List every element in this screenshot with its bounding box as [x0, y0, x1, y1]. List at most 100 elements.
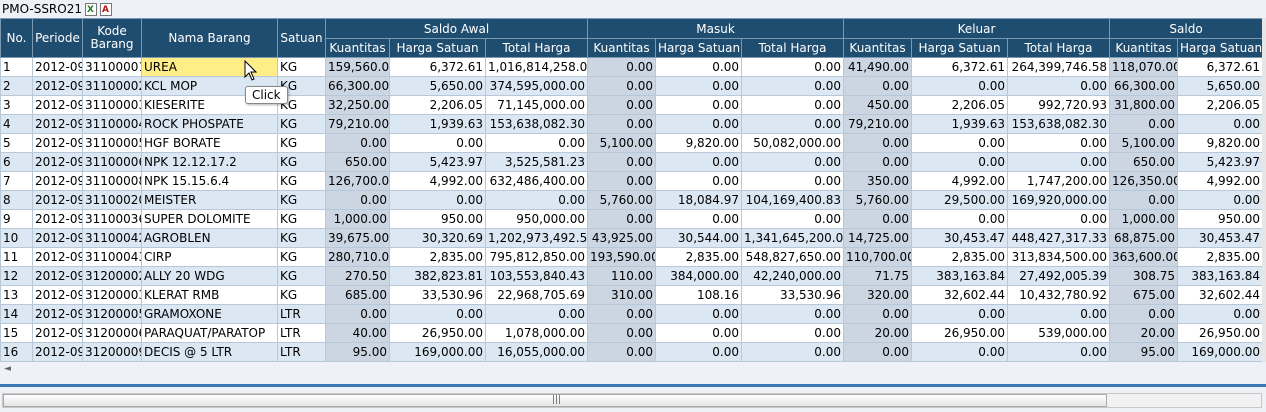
col-header-periode[interactable]: Periode [32, 18, 83, 58]
cell-periode[interactable]: 2012-09 [32, 114, 83, 134]
cell-nama-barang[interactable]: KCL MOP [141, 76, 278, 96]
cell-keluar-total-harga[interactable]: 0.00 [1007, 342, 1111, 362]
cell-saldo-kuantitas[interactable]: 363,600.00 [1109, 247, 1179, 267]
cell-keluar-harga-satuan[interactable]: 26,950.00 [911, 323, 1009, 343]
cell-nama-barang[interactable]: CIRP [141, 247, 278, 267]
cell-saldo-harga-satuan[interactable]: 2,206.05 [1177, 95, 1262, 115]
cell-keluar-harga-satuan[interactable]: 2,206.05 [911, 95, 1009, 115]
cell-kode-barang[interactable]: 31100002 [82, 76, 142, 96]
cell-periode[interactable]: 2012-09 [32, 95, 83, 115]
col-header-total-harga[interactable]: Total Harga [1007, 38, 1111, 58]
cell-keluar-total-harga[interactable]: 153,638,082.30 [1007, 114, 1111, 134]
cell-saldo-awal-harga-satuan[interactable]: 5,423.97 [389, 152, 486, 172]
cell-masuk-kuantitas[interactable]: 0.00 [587, 57, 656, 77]
cell-masuk-total-harga[interactable]: 1,341,645,200.00 [740, 228, 845, 248]
table-row[interactable]: 9 2012-09 31100036 SUPER DOLOMITE KG 1,000.00… [0, 209, 1262, 229]
cell-keluar-total-harga[interactable]: 169,920,000.00 [1007, 190, 1111, 210]
cell-keluar-harga-satuan[interactable]: 0.00 [911, 152, 1009, 172]
col-header-satuan[interactable]: Satuan [277, 18, 326, 58]
cell-kode-barang[interactable]: 31100004 [82, 114, 142, 134]
vertical-scrollbar[interactable] [1262, 18, 1266, 362]
cell-masuk-total-harga[interactable]: 548,827,650.00 [740, 247, 845, 267]
cell-saldo-awal-kuantitas[interactable]: 0.00 [325, 190, 390, 210]
cell-saldo-kuantitas[interactable]: 68,875.00 [1109, 228, 1179, 248]
cell-no[interactable]: 8 [0, 190, 33, 210]
cell-saldo-awal-harga-satuan[interactable]: 2,206.05 [389, 95, 486, 115]
cell-masuk-total-harga[interactable]: 0.00 [740, 304, 845, 324]
cell-kode-barang[interactable]: 31100020 [82, 190, 142, 210]
cell-masuk-harga-satuan[interactable]: 0.00 [655, 209, 742, 229]
cell-periode[interactable]: 2012-09 [32, 285, 83, 305]
table-row[interactable]: 13 2012-09 31200003 KLERAT RMB KG 685.00 33,53… [0, 285, 1262, 305]
table-row[interactable]: 10 2012-09 31100042 AGROBLEN KG 39,675.00 30,3… [0, 228, 1262, 248]
cell-no[interactable]: 1 [0, 57, 33, 77]
cell-satuan[interactable]: KG [277, 133, 326, 153]
cell-saldo-awal-harga-satuan[interactable]: 5,650.00 [389, 76, 486, 96]
cell-satuan[interactable]: KG [277, 171, 326, 191]
cell-saldo-awal-total-harga[interactable]: 103,553,840.43 [485, 266, 588, 286]
cell-satuan[interactable]: LTR [277, 304, 326, 324]
col-header-total-harga[interactable]: Total Harga [740, 38, 845, 58]
cell-saldo-awal-total-harga[interactable]: 950,000.00 [485, 209, 588, 229]
cell-no[interactable]: 11 [0, 247, 33, 267]
cell-saldo-kuantitas[interactable]: 5,100.00 [1109, 133, 1179, 153]
cell-saldo-kuantitas[interactable]: 20.00 [1109, 323, 1179, 343]
cell-keluar-harga-satuan[interactable]: 4,992.00 [911, 171, 1009, 191]
cell-masuk-harga-satuan[interactable]: 0.00 [655, 304, 742, 324]
cell-saldo-harga-satuan[interactable]: 32,602.44 [1177, 285, 1262, 305]
cell-saldo-harga-satuan[interactable]: 5,423.97 [1177, 152, 1262, 172]
cell-saldo-awal-kuantitas[interactable]: 40.00 [325, 323, 390, 343]
cell-keluar-harga-satuan[interactable]: 32,602.44 [911, 285, 1009, 305]
cell-no[interactable]: 9 [0, 209, 33, 229]
cell-keluar-kuantitas[interactable]: 0.00 [843, 152, 913, 172]
cell-masuk-harga-satuan[interactable]: 0.00 [655, 76, 742, 96]
cell-saldo-harga-satuan[interactable]: 0.00 [1177, 114, 1262, 134]
cell-nama-barang[interactable]: GRAMOXONE [141, 304, 278, 324]
cell-keluar-total-harga[interactable]: 539,000.00 [1007, 323, 1111, 343]
cell-keluar-total-harga[interactable]: 0.00 [1007, 133, 1111, 153]
cell-saldo-awal-harga-satuan[interactable]: 169,000.00 [389, 342, 486, 362]
cell-keluar-kuantitas[interactable]: 0.00 [843, 209, 913, 229]
cell-saldo-awal-total-harga[interactable]: 1,078,000.00 [485, 323, 588, 343]
table-row[interactable]: 12012-0931100001UREAKG159,560.006,372.61… [0, 57, 1262, 77]
cell-keluar-kuantitas[interactable]: 350.00 [843, 171, 913, 191]
cell-nama-barang[interactable]: HGF BORATE [141, 133, 278, 153]
cell-saldo-awal-kuantitas[interactable]: 650.00 [325, 152, 390, 172]
cell-masuk-kuantitas[interactable]: 0.00 [587, 209, 656, 229]
cell-periode[interactable]: 2012-09 [32, 57, 83, 77]
cell-nama-barang[interactable]: PARAQUAT/PARATOP [141, 323, 278, 343]
cell-masuk-harga-satuan[interactable]: 384,000.00 [655, 266, 742, 286]
cell-saldo-harga-satuan[interactable]: 950.00 [1177, 209, 1262, 229]
cell-keluar-total-harga[interactable]: 1,747,200.00 [1007, 171, 1111, 191]
excel-export-icon[interactable]: X [85, 2, 97, 16]
cell-masuk-kuantitas[interactable]: 5,760.00 [587, 190, 656, 210]
col-header-kuantitas[interactable]: Kuantitas [325, 38, 390, 58]
cell-saldo-awal-total-harga[interactable]: 0.00 [485, 190, 588, 210]
cell-keluar-kuantitas[interactable]: 0.00 [843, 342, 913, 362]
cell-kode-barang[interactable]: 31200009 [82, 342, 142, 362]
cell-saldo-kuantitas[interactable]: 675.00 [1109, 285, 1179, 305]
cell-nama-barang[interactable]: KLERAT RMB [141, 285, 278, 305]
cell-masuk-total-harga[interactable]: 0.00 [740, 114, 845, 134]
cell-keluar-kuantitas[interactable]: 0.00 [843, 133, 913, 153]
cell-saldo-awal-harga-satuan[interactable]: 0.00 [389, 190, 486, 210]
col-header-kuantitas[interactable]: Kuantitas [1109, 38, 1179, 58]
cell-saldo-harga-satuan[interactable]: 6,372.61 [1177, 57, 1262, 77]
cell-satuan[interactable]: KG [277, 266, 326, 286]
cell-nama-barang[interactable]: NPK 15.15.6.4 [141, 171, 278, 191]
cell-saldo-kuantitas[interactable]: 95.00 [1109, 342, 1179, 362]
cell-saldo-kuantitas[interactable]: 650.00 [1109, 152, 1179, 172]
cell-satuan[interactable]: LTR [277, 323, 326, 343]
cell-no[interactable]: 6 [0, 152, 33, 172]
cell-keluar-kuantitas[interactable]: 320.00 [843, 285, 913, 305]
col-header-total-harga[interactable]: Total Harga [485, 38, 588, 58]
cell-nama-barang[interactable]: DECIS @ 5 LTR [141, 342, 278, 362]
cell-masuk-harga-satuan[interactable]: 0.00 [655, 95, 742, 115]
cell-satuan[interactable]: KG [277, 209, 326, 229]
cell-satuan[interactable]: KG [277, 76, 326, 96]
col-header-kuantitas[interactable]: Kuantitas [587, 38, 656, 58]
cell-keluar-harga-satuan[interactable]: 30,453.47 [911, 228, 1009, 248]
cell-saldo-awal-kuantitas[interactable]: 159,560.00 [325, 57, 390, 77]
cell-saldo-awal-total-harga[interactable]: 71,145,000.00 [485, 95, 588, 115]
col-header-no[interactable]: No. [0, 18, 33, 58]
